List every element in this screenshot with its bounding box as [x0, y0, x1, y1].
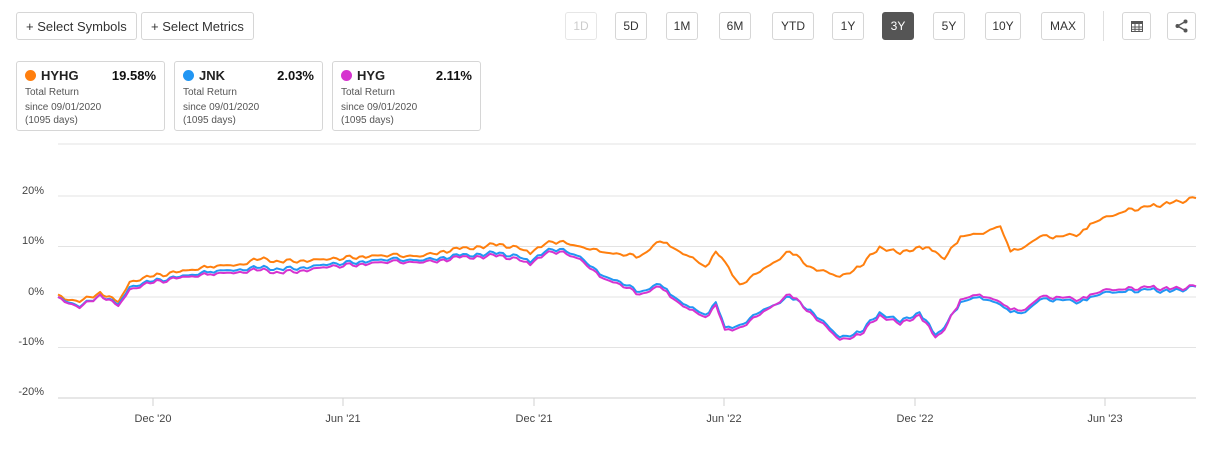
- y-axis-label: 0%: [28, 286, 44, 298]
- range-10y-button[interactable]: 10Y: [985, 12, 1021, 40]
- table-view-button[interactable]: [1122, 12, 1151, 40]
- card-return-value: 19.58%: [111, 67, 156, 83]
- card-symbol: HYHG: [41, 67, 79, 83]
- series-line-hyhg[interactable]: [57, 196, 1197, 304]
- card-since: since 09/01/2020: [25, 102, 102, 113]
- range-1y-button[interactable]: 1Y: [832, 12, 864, 40]
- select-metrics-button[interactable]: + Select Metrics: [141, 12, 254, 40]
- range-ytd-button[interactable]: YTD: [772, 12, 814, 40]
- card-metric: Total Return: [183, 87, 237, 98]
- y-axis-label: -20%: [18, 386, 44, 398]
- range-3y-button[interactable]: 3Y: [882, 12, 914, 40]
- series-color-dot: [183, 69, 194, 81]
- range-1m-button[interactable]: 1M: [666, 12, 698, 40]
- legend-card-hyhg: HYHG 19.58% Total Return since 09/01/202…: [16, 61, 165, 131]
- card-days: (1095 days): [341, 115, 394, 126]
- x-axis-label: Jun '21: [325, 413, 361, 425]
- card-days: (1095 days): [183, 115, 236, 126]
- legend-card-hyg: HYG 2.11% Total Return since 09/01/2020 …: [332, 61, 481, 131]
- card-symbol: HYG: [357, 67, 386, 83]
- card-since: since 09/01/2020: [183, 102, 260, 113]
- toolbar-divider: [1103, 11, 1104, 41]
- share-button[interactable]: [1167, 12, 1196, 40]
- chart-plot-area[interactable]: [0, 130, 1205, 450]
- line-chart[interactable]: 20% 10% 0% -10% -20% Dec '20 Jun '21 Dec…: [0, 130, 1205, 450]
- table-icon: [1130, 20, 1143, 32]
- series-color-dot: [25, 69, 36, 81]
- card-return-value: 2.11%: [435, 67, 472, 83]
- x-axis-label: Jun '23: [1087, 413, 1123, 425]
- range-1d-button[interactable]: 1D: [565, 12, 597, 40]
- card-since: since 09/01/2020: [341, 102, 418, 113]
- range-5y-button[interactable]: 5Y: [933, 12, 965, 40]
- legend-card-jnk: JNK 2.03% Total Return since 09/01/2020 …: [174, 61, 323, 131]
- series-color-dot: [341, 69, 352, 81]
- select-symbols-button[interactable]: + Select Symbols: [16, 12, 137, 40]
- share-icon: [1175, 19, 1188, 33]
- card-symbol: JNK: [199, 67, 226, 83]
- x-axis-label: Dec '22: [896, 413, 934, 425]
- range-5d-button[interactable]: 5D: [615, 12, 647, 40]
- y-axis-label: -10%: [18, 336, 44, 348]
- card-metric: Total Return: [25, 87, 79, 98]
- card-metric: Total Return: [341, 87, 395, 98]
- y-axis-label: 20%: [21, 185, 44, 197]
- x-axis-label: Jun '22: [706, 413, 742, 425]
- x-axis-label: Dec '21: [515, 413, 553, 425]
- y-axis-label: 10%: [21, 235, 44, 247]
- range-6m-button[interactable]: 6M: [719, 12, 751, 40]
- card-days: (1095 days): [25, 115, 78, 126]
- range-max-button[interactable]: MAX: [1041, 12, 1085, 40]
- card-return-value: 2.03%: [277, 67, 314, 83]
- series-line-jnk[interactable]: [57, 247, 1197, 339]
- series-line-hyg[interactable]: [57, 250, 1197, 341]
- x-axis-label: Dec '20: [134, 413, 172, 425]
